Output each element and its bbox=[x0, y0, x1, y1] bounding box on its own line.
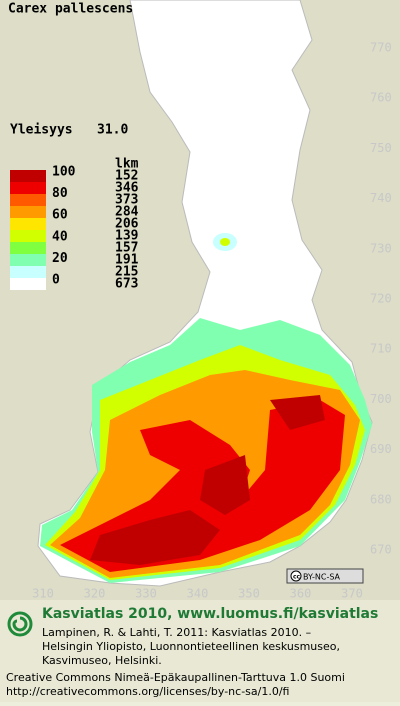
legend-count: 284 bbox=[115, 205, 139, 220]
zone-max bbox=[200, 455, 250, 515]
zone-max bbox=[270, 395, 325, 430]
y-grid-label: 750 bbox=[370, 141, 392, 155]
license-badge bbox=[286, 568, 364, 584]
legend-class-label: 20 bbox=[52, 251, 68, 266]
legend-swatch bbox=[10, 194, 46, 206]
species-title: Carex pallescens bbox=[8, 2, 133, 17]
legend: 100 80 60 40 20 0 1523463732842061391571912156… bbox=[10, 165, 139, 292]
x-grid-label: 350 bbox=[238, 587, 260, 601]
zone-patch bbox=[220, 238, 230, 246]
legend-class-label: 0 bbox=[52, 273, 60, 288]
y-grid-label: 720 bbox=[370, 292, 392, 306]
y-grid-label: 770 bbox=[370, 41, 392, 55]
legend-count: 191 bbox=[115, 253, 139, 268]
legend-swatch bbox=[10, 170, 46, 182]
legend-swatch bbox=[10, 230, 46, 242]
x-grid-label: 330 bbox=[135, 587, 157, 601]
count-header: lkm bbox=[115, 157, 139, 172]
x-grid-label: 320 bbox=[84, 587, 106, 601]
grid-labels: 770 760 750 740 730 720 710 700 690 680 670 310 320 3… bbox=[32, 41, 392, 601]
legend-class-label: 40 bbox=[52, 229, 68, 244]
legend-swatch bbox=[10, 242, 46, 254]
legend-count: 215 bbox=[115, 265, 138, 280]
legend-class-label: 60 bbox=[52, 208, 68, 223]
legend-count: 157 bbox=[115, 241, 138, 256]
legend-swatch bbox=[10, 182, 46, 194]
x-grid-label: 340 bbox=[187, 587, 209, 601]
citation-line: Helsingin Yliopisto, Luonnontieteellinen… bbox=[42, 640, 340, 653]
legend-count: 206 bbox=[115, 217, 139, 232]
y-grid-label: 680 bbox=[370, 492, 392, 506]
x-grid-label: 360 bbox=[290, 587, 312, 601]
legend-swatch bbox=[10, 218, 46, 230]
legend-class-label: 100 bbox=[52, 165, 76, 180]
frequency-value: 31.0 bbox=[97, 123, 128, 138]
x-grid-label: 370 bbox=[341, 587, 363, 601]
logo bbox=[7, 611, 33, 637]
legend-swatch bbox=[10, 278, 46, 290]
footer-heading: Kasviatlas 2010, www.luomus.fi/kasviatla… bbox=[42, 606, 378, 622]
y-grid-label: 730 bbox=[370, 241, 392, 255]
legend-count: 139 bbox=[115, 229, 138, 244]
legend-count: 346 bbox=[115, 181, 139, 196]
x-grid-label: 310 bbox=[32, 587, 54, 601]
y-grid-label: 710 bbox=[370, 342, 392, 356]
zone-max bbox=[90, 510, 220, 565]
legend-count: 152 bbox=[115, 169, 138, 184]
y-grid-label: 740 bbox=[370, 191, 392, 205]
y-grid-label: 700 bbox=[370, 392, 392, 406]
legend-count: 373 bbox=[115, 193, 138, 208]
y-grid-label: 670 bbox=[370, 543, 392, 557]
y-grid-label: 690 bbox=[370, 442, 392, 456]
cc-icon bbox=[290, 570, 302, 582]
legend-class-label: 80 bbox=[52, 186, 68, 201]
citation-line: Lampinen, R. & Lahti, T. 2011: Kasviatla… bbox=[42, 626, 311, 639]
legend-count: 673 bbox=[115, 277, 138, 292]
license-badge-text: BY-NC-SA bbox=[303, 573, 341, 582]
license-line: Creative Commons Nimeä-Epäkaupallinen-Ta… bbox=[6, 671, 345, 684]
legend-swatch bbox=[10, 254, 46, 266]
legend-swatch bbox=[10, 266, 46, 278]
citation-line: Kasvimuseo, Helsinki. bbox=[42, 654, 162, 667]
legend-swatch bbox=[10, 206, 46, 218]
frequency-label: Yleisyys bbox=[10, 123, 73, 138]
cc-icon-text: cc bbox=[293, 574, 301, 581]
license-line: http://creativecommons.org/licenses/by-n… bbox=[6, 685, 289, 698]
footer: Lampinen, R. & Lahti, T. 2011: Kasviatla… bbox=[6, 626, 345, 698]
y-grid-label: 760 bbox=[370, 91, 392, 105]
